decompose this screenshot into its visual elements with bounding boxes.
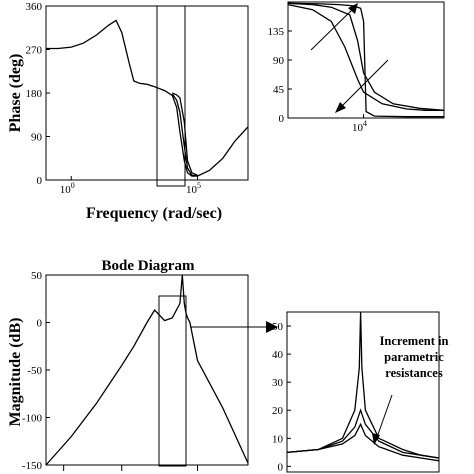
phase_main-xtick-label: 100 bbox=[60, 181, 75, 196]
phase-ylabel: Phase (deg) bbox=[7, 54, 24, 133]
phase-zoom-region-box bbox=[156, 5, 186, 187]
annotation-line: resistances bbox=[385, 366, 443, 380]
magnitude-main-frame bbox=[45, 274, 249, 466]
phase_main-ytick-label: 270 bbox=[26, 45, 43, 57]
phase_zoom-xtick-label: 104 bbox=[352, 119, 367, 134]
phase_main-xtick-label: 105 bbox=[186, 181, 201, 196]
phase-zoom-arrow-down-line bbox=[337, 59, 389, 111]
phase_zoom-ytick-label: 45 bbox=[273, 84, 285, 96]
phase_main-ytick-label: 360 bbox=[26, 1, 43, 13]
phase-xlabel: Frequency (rad/sec) bbox=[86, 205, 222, 222]
magnitude_main-ytick-label: -100 bbox=[22, 413, 43, 425]
phase-zoom-arrow-up-head bbox=[348, 3, 358, 14]
phase_zoom-series-0-line bbox=[287, 2, 445, 111]
magnitude-zoom-region-box bbox=[158, 295, 187, 467]
phase_zoom-ytick-label: 90 bbox=[273, 55, 285, 67]
magnitude_main-ytick-label: -50 bbox=[27, 365, 42, 377]
magnitude_zoom-series-2-line bbox=[286, 422, 440, 462]
zoom-connector-arrowhead bbox=[266, 321, 278, 333]
magnitude_zoom-ytick-label: 0 bbox=[278, 461, 284, 473]
magnitude_main-series-0-line bbox=[45, 274, 249, 466]
magnitude_main-ytick-label: 50 bbox=[31, 270, 43, 282]
magnitude_zoom-ytick-label: 20 bbox=[272, 405, 284, 417]
phase_zoom-ytick-label: 135 bbox=[268, 26, 285, 38]
magnitude_zoom-ytick-label: 50 bbox=[272, 321, 284, 333]
phase_zoom-ytick-label: 0 bbox=[279, 113, 285, 125]
phase_main-ytick-label: 0 bbox=[37, 175, 43, 187]
phase-zoom-arrow-up-line bbox=[310, 5, 357, 51]
magnitude_zoom-ytick-label: 40 bbox=[272, 349, 284, 361]
magnitude-ylabel: Magnitude (dB) bbox=[7, 318, 24, 427]
magnitude_zoom-ytick-label: 10 bbox=[272, 433, 284, 445]
magnitude_main-ytick-label: -150 bbox=[22, 460, 43, 472]
phase_main-ytick-label: 180 bbox=[26, 88, 43, 100]
annotation-line: parametric bbox=[384, 350, 444, 364]
phase_main-series-0-line bbox=[46, 19, 249, 177]
magnitude_main-ytick-label: 0 bbox=[37, 318, 43, 330]
annotation: Increment in parametric resistances bbox=[380, 334, 449, 380]
phase_main-series-1-line bbox=[171, 93, 198, 177]
magnitude_zoom-series-1-line bbox=[286, 408, 440, 459]
magnitude-title: Bode Diagram bbox=[102, 258, 195, 274]
phase_zoom-series-1-line bbox=[287, 3, 444, 111]
magnitude-zoom-arrow-line bbox=[375, 394, 393, 441]
magnitude_zoom-ytick-label: 30 bbox=[272, 377, 284, 389]
magnitude_zoom-series-0-line bbox=[286, 311, 440, 459]
phase_zoom-series-2-line bbox=[287, 2, 444, 118]
phase_main-ytick-label: 90 bbox=[31, 132, 43, 144]
phase-zoom-arrow-down-head bbox=[335, 102, 346, 113]
phase-main-frame bbox=[45, 5, 249, 181]
annotation-line: Increment in bbox=[380, 334, 449, 348]
phase_main-series-2-line bbox=[172, 92, 198, 176]
magnitude-zoom-frame bbox=[286, 311, 440, 473]
